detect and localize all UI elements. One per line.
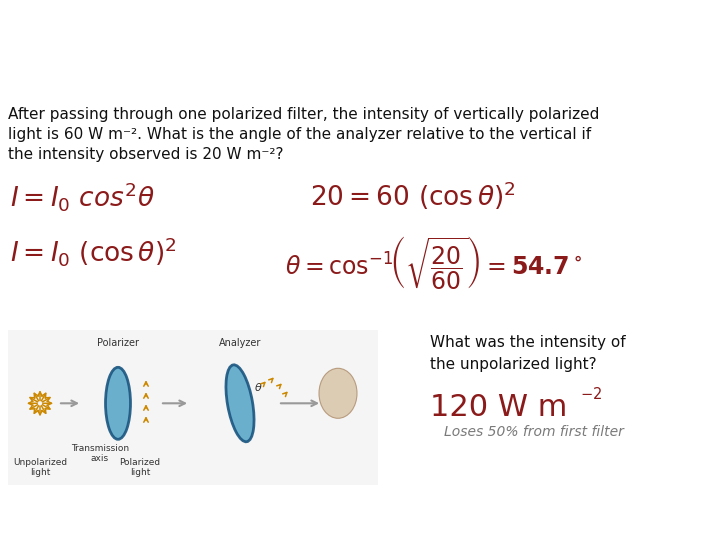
- Text: $I = I_0\ (\cos\theta)^2$: $I = I_0\ (\cos\theta)^2$: [10, 234, 176, 267]
- Text: After passing through one polarized filter, the intensity of vertically polarize: After passing through one polarized filt…: [8, 106, 599, 122]
- Ellipse shape: [106, 367, 130, 440]
- Text: $20 = 60\ (\cos\theta)^2$: $20 = 60\ (\cos\theta)^2$: [310, 179, 516, 212]
- Text: $\theta$: $\theta$: [254, 381, 263, 393]
- Text: Try this Calculation: Try this Calculation: [189, 30, 531, 64]
- Text: $I = I_0\ cos^2\theta$: $I = I_0\ cos^2\theta$: [10, 179, 155, 213]
- Text: What was the intensity of
the unpolarized light?: What was the intensity of the unpolarize…: [430, 335, 626, 373]
- Text: Transmission
axis: Transmission axis: [71, 444, 129, 463]
- Text: Analyzer: Analyzer: [219, 338, 261, 348]
- Text: Loses 50% from first filter: Loses 50% from first filter: [444, 426, 624, 440]
- Text: Unpolarized
light: Unpolarized light: [13, 458, 67, 477]
- Text: $^{-2}$: $^{-2}$: [580, 388, 603, 408]
- Text: the intensity observed is 20 W m⁻²?: the intensity observed is 20 W m⁻²?: [8, 146, 284, 161]
- Text: Polarizer: Polarizer: [97, 338, 139, 348]
- Bar: [8, 330, 378, 485]
- Text: $\theta = \cos^{-1}\!\!\left(\sqrt{\dfrac{20}{60}}\right) = \mathbf{54.7^\circ}$: $\theta = \cos^{-1}\!\!\left(\sqrt{\dfra…: [285, 234, 582, 292]
- Text: Polarized
light: Polarized light: [120, 458, 161, 477]
- Text: light is 60 W m⁻². What is the angle of the analyzer relative to the vertical if: light is 60 W m⁻². What is the angle of …: [8, 126, 591, 141]
- Ellipse shape: [319, 368, 357, 418]
- Ellipse shape: [226, 365, 254, 442]
- Text: 120 W m: 120 W m: [430, 393, 567, 422]
